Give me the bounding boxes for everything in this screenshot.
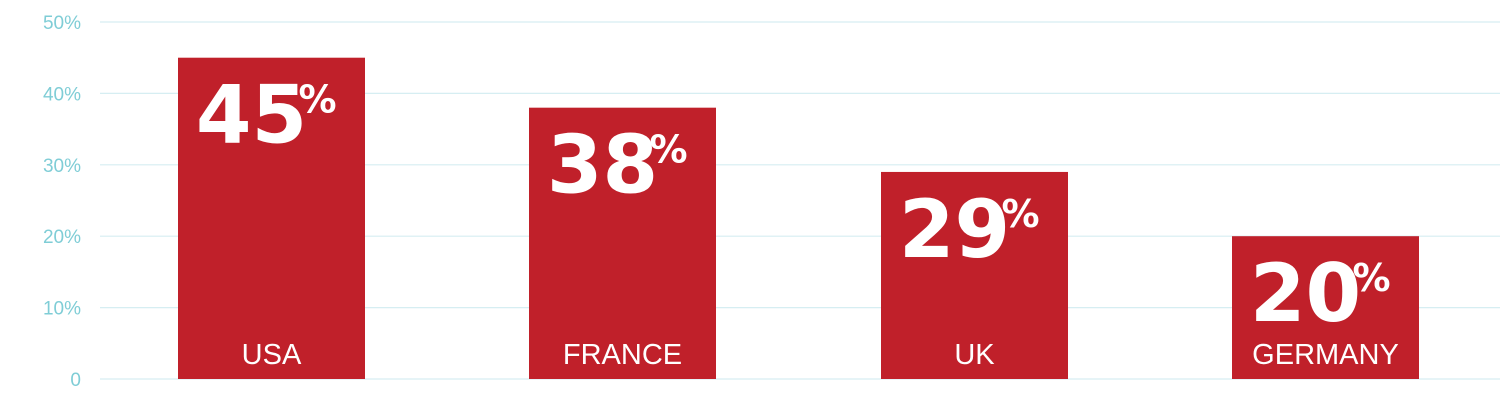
bar-value-label: 20: [1250, 247, 1361, 340]
bar-value-percent-sign: %: [1352, 256, 1390, 300]
bar-value-percent-sign: %: [298, 78, 336, 122]
bars: 45% USA 38% FRANCE 29% UK 20% GERMANY: [178, 57, 1419, 380]
bar-value-label: 38: [547, 119, 658, 212]
y-tick-label: 50%: [43, 13, 81, 34]
y-tick-label: 10%: [43, 299, 81, 320]
bar-category-label: FRANCE: [563, 339, 682, 371]
bar: [881, 171, 1068, 379]
y-tick-label: 20%: [43, 227, 81, 248]
bar-category-label: UK: [954, 339, 995, 371]
bar: [178, 57, 365, 379]
bar-value-percent-sign: %: [1001, 192, 1039, 236]
bar-value-label: 45: [196, 69, 307, 162]
y-tick-label: 40%: [43, 84, 81, 105]
bar-value-percent-sign: %: [649, 128, 687, 172]
bar-value-label: 29: [899, 183, 1010, 276]
y-tick-label: 30%: [43, 156, 81, 177]
bar-group: 29% UK: [881, 171, 1068, 379]
bar-group: 45% USA: [178, 57, 365, 379]
bar: [529, 107, 716, 380]
bar-category-label: USA: [242, 339, 302, 371]
bar-group: 20% GERMANY: [1232, 236, 1419, 379]
bar-category-label: GERMANY: [1252, 339, 1399, 371]
y-axis-ticks: 0 10% 20% 30% 40% 50%: [43, 13, 81, 391]
y-tick-label: 0: [70, 370, 81, 391]
bar: [1232, 236, 1419, 379]
bar-group: 38% FRANCE: [529, 107, 716, 380]
